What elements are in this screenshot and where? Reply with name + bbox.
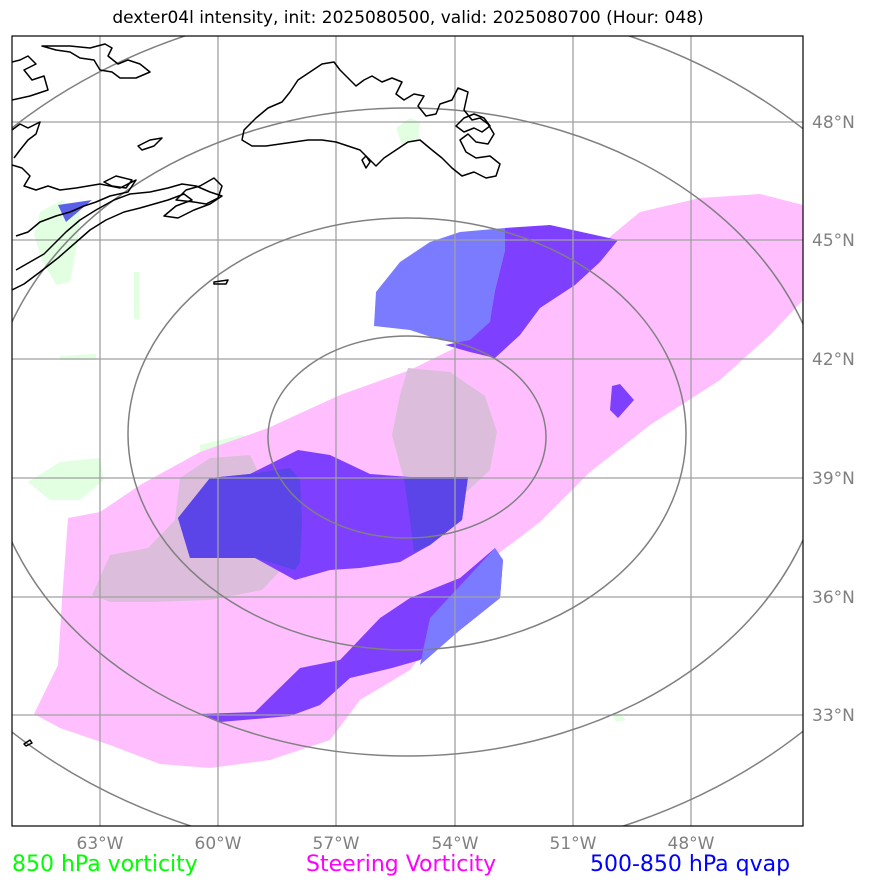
coastline-st-pierre [361,155,371,169]
vort-patch-west-coast [34,200,80,285]
lon-label: 54°W [432,834,479,854]
range-ring-1 [267,335,547,539]
lon-label: 51°W [550,834,597,854]
lat-label: 39°N [812,469,855,489]
coastline-bermuda [23,739,33,747]
map-frame [11,35,804,827]
coastline-avalon-arm [455,113,491,133]
vort-patch-strip [134,272,139,320]
vort-patch-west [28,458,104,500]
coastline-anticosti [137,137,163,151]
coastline-nova-scotia [12,183,223,291]
qvap-center-mixed-east [404,477,468,552]
qvap-east-blob [610,384,634,418]
vort-patch-nf [396,118,420,145]
lat-label: 42°N [812,350,855,370]
qvap-north-light [374,228,505,345]
legend-850-vorticity: 850 hPa vorticity [12,852,198,877]
coastline-pei [103,175,133,189]
qvap-south-light [420,548,503,665]
overlap-center [392,368,497,508]
qvap-fields [58,200,634,722]
qvap-center-mixed-west [178,468,302,570]
coastline-newfoundland [241,61,501,179]
lon-label: 63°W [77,834,124,854]
lon-label: 57°W [313,834,360,854]
qvap-south-dark [200,548,503,722]
coastline-cape-breton [175,177,223,205]
qvap-north-dark [445,225,618,358]
latitude-labels: 48°N 45°N 42°N 39°N 36°N 33°N [812,113,855,726]
longitude-labels: 63°W 60°W 57°W 54°W 51°W 48°W [77,834,715,854]
lat-label: 33°N [812,706,855,726]
lon-label: 48°W [668,834,715,854]
range-rings [12,36,803,826]
coastline-gulf-lower [12,121,41,159]
lat-label: 45°N [812,231,855,251]
coastline-quebec-north-shore [12,55,49,101]
coastline-labrador [41,43,151,79]
map-title: dexter04l intensity, init: 2025080500, v… [112,8,704,28]
coastlines [12,43,501,747]
legend-steering-vorticity: Steering Vorticity [306,852,497,877]
range-ring-3 [12,107,803,757]
vort-patch-se [612,714,626,722]
coastline-sable-island [213,279,229,285]
legend-qvap: 500-850 hPa qvap [590,852,791,877]
lat-label: 36°N [812,588,855,608]
gridlines [12,36,803,826]
lon-label: 60°W [195,834,242,854]
lat-label: 48°N [812,113,855,133]
coastline-gaspe [12,164,137,237]
range-ring-2 [127,217,687,651]
